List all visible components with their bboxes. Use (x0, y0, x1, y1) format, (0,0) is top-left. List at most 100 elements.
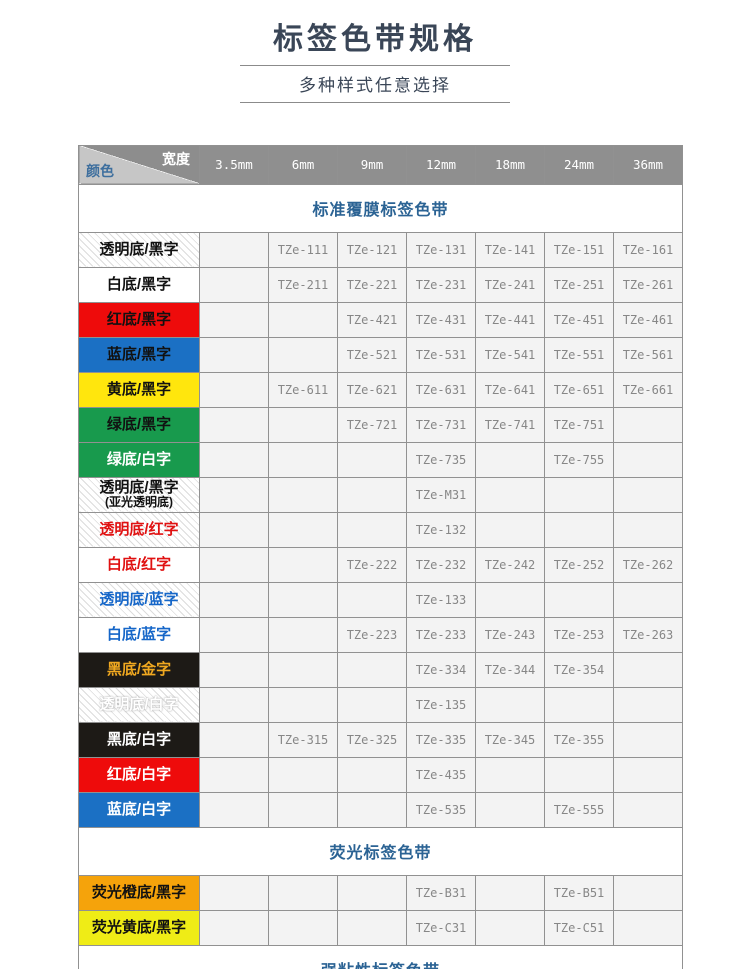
tape-code-cell: TZe-561 (613, 336, 683, 373)
tape-code-cell: TZe-344 (475, 651, 545, 688)
tape-code-cell: TZe-535 (406, 791, 476, 828)
tape-color-label: 红底/白字 (78, 756, 200, 793)
tape-code-cell: TZe-C31 (406, 909, 476, 946)
tape-code-cell: TZe-355 (544, 721, 614, 758)
tape-code-cell: TZe-121 (337, 231, 407, 268)
tape-color-sublabel: (亚光透明底) (105, 495, 173, 510)
tape-color-label: 透明底/蓝字 (78, 581, 200, 618)
tape-code-cell (268, 301, 338, 338)
tape-color-label: 绿底/白字 (78, 441, 200, 478)
tape-color-label: 荧光橙底/黑字 (78, 874, 200, 911)
tape-code-cell (613, 511, 683, 548)
page-subtitle: 多种样式任意选择 (299, 75, 451, 95)
tape-code-cell (199, 511, 269, 548)
tape-color-label: 黑底/金字 (78, 651, 200, 688)
tape-code-cell (268, 686, 338, 723)
tape-code-cell: TZe-243 (475, 616, 545, 653)
tape-code-cell (199, 581, 269, 618)
tape-code-cell: TZe-555 (544, 791, 614, 828)
tape-code-cell: TZe-751 (544, 406, 614, 443)
tape-row: 黄底/黑字 TZe-611 TZe-621 TZe-631 TZe-641 TZe-651… (78, 371, 683, 408)
tape-code-cell: TZe-721 (337, 406, 407, 443)
tape-code-cell (337, 791, 407, 828)
tape-row: 红底/黑字 TZe-421 TZe-431 TZe-441 TZe-451 TZe-461 (78, 301, 683, 338)
tape-code-cell: TZe-421 (337, 301, 407, 338)
tape-code-cell (199, 686, 269, 723)
tape-code-cell (268, 909, 338, 946)
tape-code-cell (475, 581, 545, 618)
tape-code-cell (268, 336, 338, 373)
width-column-header: 6mm (268, 144, 338, 185)
tape-code-cell (613, 874, 683, 911)
width-column-header: 36mm (613, 144, 683, 185)
tape-code-cell (475, 791, 545, 828)
tape-row: 透明底/黑字 (亚光透明底) TZe-M31 (78, 476, 683, 513)
page-header: 标签色带规格 多种样式任意选择 (0, 0, 750, 103)
tape-color-label: 白底/蓝字 (78, 616, 200, 653)
tape-code-cell (199, 406, 269, 443)
tape-row: 红底/白字 TZe-435 (78, 756, 683, 793)
tape-code-cell: TZe-631 (406, 371, 476, 408)
tape-code-cell: TZe-252 (544, 546, 614, 583)
tape-code-cell: TZe-354 (544, 651, 614, 688)
tape-code-cell: TZe-755 (544, 441, 614, 478)
width-column-header: 3.5mm (199, 144, 269, 185)
tape-code-cell (199, 266, 269, 303)
width-column-header: 12mm (406, 144, 476, 185)
tape-code-cell: TZe-233 (406, 616, 476, 653)
tape-code-cell (613, 651, 683, 688)
tape-code-cell: TZe-M31 (406, 476, 476, 513)
tape-code-cell: TZe-641 (475, 371, 545, 408)
tape-row: 透明底/白字 TZe-135 (78, 686, 683, 723)
tape-row: 绿底/黑字 TZe-721 TZe-731 TZe-741 TZe-751 (78, 406, 683, 443)
tape-code-cell: TZe-325 (337, 721, 407, 758)
tape-row: 荧光黄底/黑字 TZe-C31 TZe-C51 (78, 909, 683, 946)
tape-code-cell: TZe-611 (268, 371, 338, 408)
tape-code-cell (199, 721, 269, 758)
tape-code-cell (268, 791, 338, 828)
tape-code-cell (268, 511, 338, 548)
tape-code-cell: TZe-151 (544, 231, 614, 268)
tape-code-cell: TZe-131 (406, 231, 476, 268)
tape-code-cell (613, 686, 683, 723)
tape-code-cell (613, 476, 683, 513)
tape-code-cell (199, 231, 269, 268)
tape-code-cell (475, 511, 545, 548)
tape-code-cell (613, 791, 683, 828)
tape-spec-table: 宽度 颜色 3.5mm 6mm 9mm 12mm 18mm 24mm 36mm 标准覆膜标签… (78, 144, 683, 969)
tape-code-cell: TZe-531 (406, 336, 476, 373)
tape-code-cell (268, 756, 338, 793)
tape-code-cell: TZe-231 (406, 266, 476, 303)
tape-code-cell: TZe-315 (268, 721, 338, 758)
tape-code-cell (268, 581, 338, 618)
section-title-row: 荧光标签色带 (78, 826, 683, 876)
tape-color-label: 红底/黑字 (78, 301, 200, 338)
tape-code-cell (337, 476, 407, 513)
table-body: 标准覆膜标签色带 透明底/黑字 TZe-111 TZe-121 TZe-131 TZe-1… (78, 183, 683, 969)
tape-code-cell (268, 406, 338, 443)
tape-color-label: 白底/黑字 (78, 266, 200, 303)
tape-color-label: 透明底/红字 (78, 511, 200, 548)
tape-code-cell (337, 441, 407, 478)
width-column-header: 9mm (337, 144, 407, 185)
tape-row: 蓝底/黑字 TZe-521 TZe-531 TZe-541 TZe-551 TZe-561 (78, 336, 683, 373)
tape-code-cell (199, 301, 269, 338)
tape-code-cell: TZe-435 (406, 756, 476, 793)
tape-code-cell: TZe-223 (337, 616, 407, 653)
tape-color-label: 白底/红字 (78, 546, 200, 583)
tape-row: 蓝底/白字 TZe-535 TZe-555 (78, 791, 683, 828)
tape-code-cell (199, 441, 269, 478)
tape-code-cell (613, 406, 683, 443)
tape-code-cell (475, 756, 545, 793)
tape-code-cell (613, 441, 683, 478)
tape-row: 白底/蓝字 TZe-223 TZe-233 TZe-243 TZe-253 TZe-263 (78, 616, 683, 653)
tape-code-cell: TZe-451 (544, 301, 614, 338)
tape-code-cell: TZe-222 (337, 546, 407, 583)
tape-code-cell (337, 686, 407, 723)
tape-code-cell: TZe-232 (406, 546, 476, 583)
tape-code-cell (544, 756, 614, 793)
tape-code-cell (475, 441, 545, 478)
corner-color-label: 颜色 (86, 162, 114, 179)
tape-code-cell: TZe-132 (406, 511, 476, 548)
tape-code-cell (544, 686, 614, 723)
